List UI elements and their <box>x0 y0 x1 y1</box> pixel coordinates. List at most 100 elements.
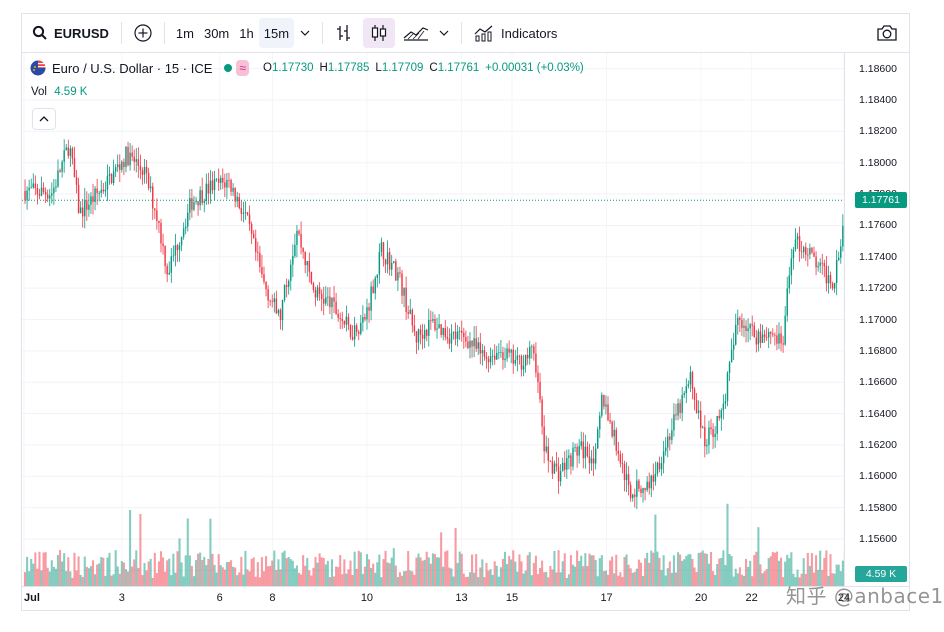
volume-bar <box>580 555 583 586</box>
interval-1m[interactable]: 1m <box>175 25 194 41</box>
candles-chart-type-button[interactable] <box>363 18 396 48</box>
candle-body <box>403 287 405 296</box>
candle-body <box>732 344 735 350</box>
candle-body <box>81 207 84 217</box>
candle-body <box>59 170 61 172</box>
volume-bar <box>244 550 247 586</box>
candle-body <box>195 201 197 203</box>
volume-bar <box>273 550 276 586</box>
price-axis[interactable]: 1.186001.184001.182001.180001.178001.176… <box>844 53 909 586</box>
candle-body <box>640 488 642 493</box>
volume-bar <box>365 554 369 586</box>
chart-widget: EURUSD 1m 30m 1h 15m Indicators <box>21 13 910 611</box>
volume-bar <box>648 562 651 586</box>
symbol-search-button[interactable]: EURUSD <box>26 18 115 48</box>
interval-30m[interactable]: 30m <box>203 25 230 41</box>
time-tick-label: 8 <box>269 592 276 604</box>
candle-body <box>798 236 801 252</box>
divider <box>461 22 463 44</box>
volume-bar <box>468 572 472 586</box>
candle-body <box>333 297 335 302</box>
candle-body <box>119 164 121 170</box>
chart-pane[interactable] <box>22 53 848 586</box>
snapshot-button[interactable] <box>871 18 903 48</box>
volume-bar <box>804 573 807 586</box>
candle-body <box>716 415 718 434</box>
volume-bar <box>308 570 311 586</box>
candle-body <box>561 462 564 472</box>
candle-body <box>749 324 751 329</box>
candle-body <box>613 429 615 437</box>
candle-body <box>796 236 799 240</box>
compare-symbol-button[interactable] <box>128 18 158 48</box>
candle-body <box>617 450 620 455</box>
candle-body <box>34 183 37 189</box>
candle-body <box>156 210 158 221</box>
volume-bar <box>116 566 119 586</box>
volume-bar <box>798 577 801 586</box>
interval-1h[interactable]: 1h <box>239 25 254 41</box>
candle-body <box>180 236 183 246</box>
camera-icon <box>877 25 897 41</box>
volume-bar <box>221 567 224 586</box>
interval-dropdown-button[interactable] <box>294 18 316 48</box>
time-axis[interactable]: Jul 3 6 8 10 13 15 17 20 22 24 <box>22 586 909 610</box>
volume-bar <box>63 553 66 586</box>
volume-bar <box>363 566 366 586</box>
candle-body <box>549 460 552 462</box>
chart-type-dropdown-button[interactable] <box>433 18 455 48</box>
volume-bar <box>475 554 478 586</box>
candle-body <box>366 307 368 320</box>
candle-body <box>164 245 166 267</box>
chevron-down-icon <box>300 30 310 36</box>
candle-body <box>388 252 391 270</box>
candle-body <box>697 410 700 413</box>
candle-body <box>368 307 370 311</box>
candle-body <box>471 340 473 347</box>
area-chart-type-button[interactable] <box>399 18 433 48</box>
candle-body <box>232 187 234 192</box>
volume-bar <box>712 571 715 586</box>
interval-15m[interactable]: 15m <box>258 18 295 48</box>
candle-body <box>767 331 770 338</box>
candle-body <box>638 480 640 489</box>
price-tick-label: 1.17600 <box>859 219 897 232</box>
candle-body <box>240 207 243 214</box>
volume-bar <box>65 571 68 586</box>
bar-chart-type-button[interactable] <box>329 18 359 48</box>
volume-bar <box>223 569 226 586</box>
volume-bar <box>629 568 632 586</box>
volume-bar <box>281 552 284 586</box>
volume-bar <box>260 557 263 586</box>
volume-bar <box>440 532 443 586</box>
candle-body <box>669 436 671 440</box>
candle-body <box>576 446 578 456</box>
approx-icon[interactable]: ≈ <box>236 60 249 76</box>
volume-bar <box>617 575 620 586</box>
volume-bar <box>333 576 336 586</box>
candle-body <box>664 447 667 452</box>
candle-body <box>409 309 411 314</box>
volume-bar <box>108 552 111 586</box>
volume-bar <box>89 566 92 586</box>
volume-bar <box>252 557 255 586</box>
candle-body <box>456 331 459 340</box>
collapse-legend-button[interactable] <box>32 108 56 130</box>
candle-body <box>166 266 168 275</box>
candle-body <box>224 182 226 188</box>
volume-bar <box>726 503 729 586</box>
area-chart-icon <box>403 27 429 41</box>
candle-body <box>329 296 331 308</box>
candle-body <box>178 245 181 250</box>
candle-body <box>833 282 836 289</box>
price-tick-label: 1.18600 <box>859 62 897 75</box>
volume-bar <box>485 562 488 586</box>
open-value: 1.17730 <box>271 62 314 74</box>
candle-body <box>88 204 90 210</box>
candle-body <box>123 161 125 168</box>
indicators-button[interactable]: Indicators <box>468 18 563 48</box>
candle-body <box>69 148 72 156</box>
time-tick-label: 24 <box>837 592 851 604</box>
volume-bar <box>497 576 500 586</box>
candle-body <box>689 372 692 385</box>
